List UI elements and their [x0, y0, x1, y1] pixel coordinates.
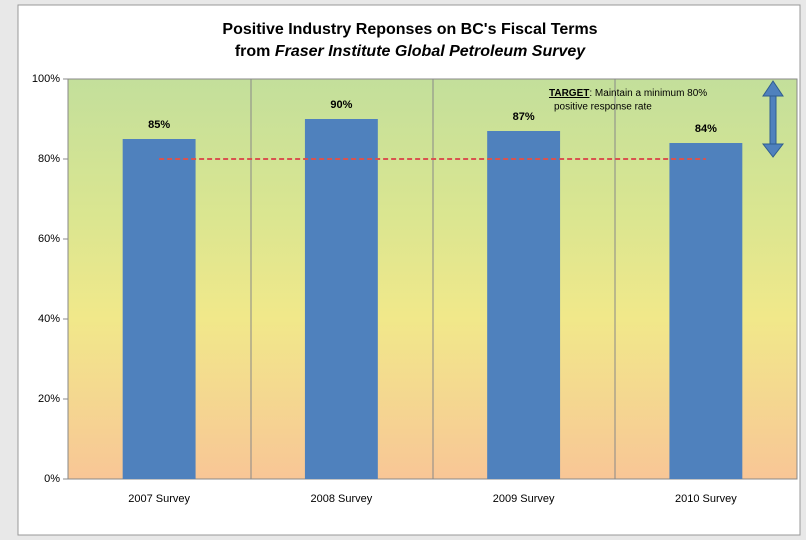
subtitle-prefix: from [235, 43, 271, 60]
bar [122, 139, 196, 479]
y-tick-label: 0% [44, 473, 60, 485]
y-tick-label: 20% [38, 393, 60, 405]
value-label: 90% [330, 99, 352, 111]
annotation-line: : Maintain a minimum 80% [589, 88, 707, 99]
value-label: 85% [148, 119, 170, 131]
chart-title: Positive Industry Reponses on BC's Fisca… [222, 21, 597, 38]
bar [304, 119, 378, 479]
bar [487, 131, 561, 479]
y-tick-label: 100% [32, 73, 60, 85]
y-tick-label: 80% [38, 153, 60, 165]
x-tick-label: 2009 Survey [493, 493, 555, 505]
x-tick-label: 2008 Survey [310, 493, 372, 505]
y-tick-label: 40% [38, 313, 60, 325]
target-arrow [761, 80, 785, 158]
annotation: TARGET: Maintain a minimum 80% [549, 88, 707, 99]
bar [669, 143, 743, 479]
x-tick-label: 2010 Survey [675, 493, 737, 505]
x-tick-label: 2007 Survey [128, 493, 190, 505]
subtitle-emphasis: Fraser Institute Global Petroleum Survey [275, 43, 586, 60]
y-tick-label: 60% [38, 233, 60, 245]
value-label: 84% [695, 123, 717, 135]
annotation-line: positive response rate [554, 102, 652, 113]
chart-subtitle: from Fraser Institute Global Petroleum S… [235, 43, 586, 60]
annotation-label: TARGET [549, 88, 589, 99]
value-label: 87% [513, 111, 535, 123]
